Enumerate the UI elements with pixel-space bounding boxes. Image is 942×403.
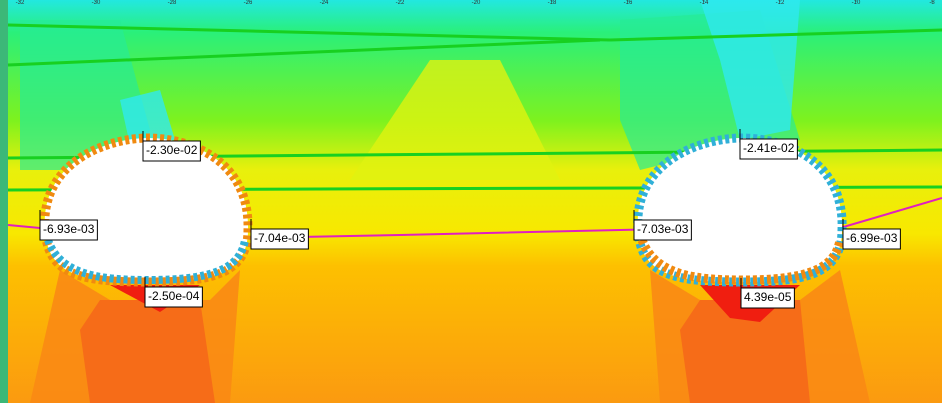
contour-zone	[80, 300, 215, 403]
ruler-tick-label: -14	[700, 0, 709, 6]
label-box	[144, 286, 203, 308]
ruler-tick-label: -30	[92, 0, 101, 6]
contour-zone	[350, 60, 560, 180]
ruler-tick-label: -10	[852, 0, 861, 6]
label-box	[740, 287, 795, 309]
contour-zone	[680, 300, 810, 403]
label-box	[250, 228, 309, 250]
side-strip	[0, 0, 8, 403]
value-label: -7.04e-03	[254, 231, 306, 245]
tunnel-liner	[637, 238, 845, 285]
ruler-tick-label: -16	[624, 0, 633, 6]
label-box	[842, 228, 901, 250]
ruler-tick-label: -28	[168, 0, 177, 6]
boundary-line	[609, 28, 942, 42]
tunnel-excavation	[633, 133, 847, 287]
label-box	[142, 140, 201, 162]
label-box	[39, 219, 98, 241]
ruler-tick-label: -18	[548, 0, 557, 6]
label-box	[739, 138, 798, 160]
ruler-tick-label: -32	[16, 0, 25, 6]
value-label: -6.93e-03	[43, 222, 95, 236]
boundary-line	[7, 38, 601, 67]
boundary-line	[7, 23, 611, 42]
value-label: -2.50e-04	[148, 289, 200, 303]
ruler: -32 -30 -28 -26 -24 -22 -20 -18 -16 -14 -12 -10 -8	[16, 0, 935, 6]
ruler-tick-label: -12	[776, 0, 785, 6]
value-label: -2.41e-02	[743, 141, 795, 155]
value-label: -2.30e-02	[146, 143, 198, 157]
ruler-tick-label: -26	[244, 0, 253, 6]
tunnel-liner	[44, 238, 249, 285]
label-box	[633, 219, 692, 241]
contour-zone	[20, 20, 150, 170]
ruler-tick-label: -24	[320, 0, 329, 6]
labels: -2.30e-02 -6.93e-03 -7.04e-03 -2.50e-04 -2.4…	[39, 129, 901, 309]
contour-zone	[120, 90, 175, 145]
value-label: 4.39e-05	[744, 290, 792, 304]
ruler-tick-label: -20	[472, 0, 481, 6]
value-label: -6.99e-03	[846, 231, 898, 245]
ruler-tick-label: -8	[929, 0, 935, 6]
ruler-tick-label: -22	[396, 0, 405, 6]
value-label: -7.03e-03	[637, 222, 689, 236]
